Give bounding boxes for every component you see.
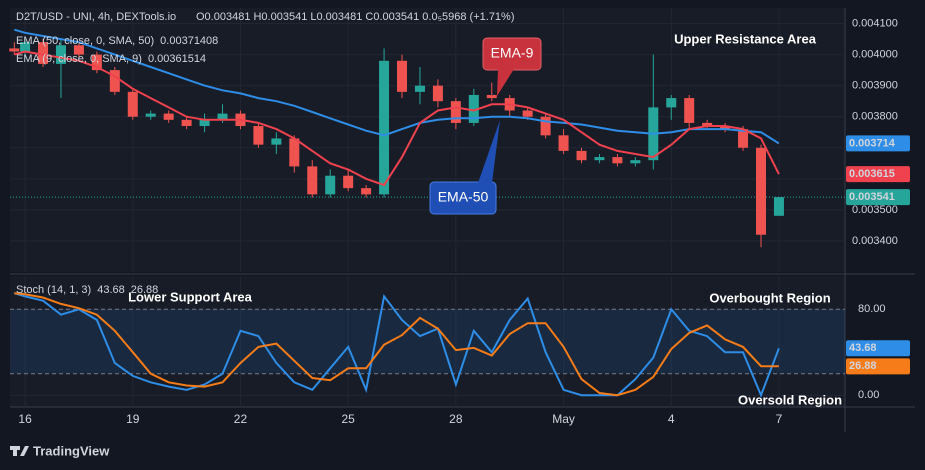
x-tick-label: 22 [234,412,248,426]
candle-body [702,122,713,127]
y-tick-label: 0.003500 [852,204,898,216]
price-label-box [846,358,910,375]
candle-body [109,70,120,92]
y-tick-label: 80.00 [858,303,886,315]
annotation: Lower Support Area [128,289,253,304]
candle-body [468,94,479,123]
price-label: 0.003541 [849,191,895,203]
candle-body [630,160,641,164]
price-label-box [846,166,910,183]
candle-body [127,91,138,117]
y-tick-label: 0.003800 [852,111,898,123]
price-label-box [846,189,910,206]
price-label: 43.68 [849,342,877,354]
candle-body [361,188,372,195]
candle-body [181,119,192,127]
brand-logo [10,446,29,456]
annotation: Oversold Region [738,392,842,407]
candle-body [414,85,425,92]
candle-body [773,197,784,216]
candle-body [540,116,551,136]
level-band [10,309,845,374]
candle-body [73,45,84,55]
candle-body [576,150,587,161]
price-label-box [846,340,910,357]
series-line [14,28,780,145]
annotation: EMA-9 [491,45,534,61]
plot-layer: 16 19 22 25 28 May 4 7 0.004100 0.004000 0.003900 0… [9,8,910,426]
candle-body [450,101,461,123]
x-tick-label: May [552,412,575,426]
callout-pointer [478,120,500,183]
ohlc-readout: O0.003481 H0.003541 L0.003481 C0.003541 … [196,11,515,23]
candle-body [38,42,49,64]
candle-body [307,166,318,195]
price-label: 26.88 [849,360,877,372]
candle-body [379,60,390,195]
x-tick-label: 7 [776,412,783,426]
candle-body [145,113,156,117]
candle-body [755,147,766,235]
y-tick-label: 0.004100 [852,17,898,29]
annotation: EMA-50 [438,189,489,205]
candle-body [217,113,228,120]
candle-body [522,110,533,117]
candle-body [343,175,354,189]
candle-body [271,138,282,145]
stoch-pane [10,276,845,407]
candle-body [325,175,336,195]
y-tick-label: 0.003900 [852,80,898,92]
legend-value: 0.00371408 [160,35,218,47]
price-label-box [846,135,910,152]
callout-box [429,181,497,215]
candle-body [432,85,443,102]
x-tick-label: 16 [18,412,32,426]
legend-label: EMA (50, close, 0, SMA, 50) [16,35,154,47]
candle-body [91,54,102,71]
candle-body [199,119,210,127]
x-tick-label: 25 [341,412,355,426]
x-tick-label: 28 [449,412,463,426]
candle-body [666,98,677,108]
legend-value: 0.00361514 [148,53,206,65]
candle-body [289,138,300,167]
y-tick-label: 0.003400 [852,235,898,247]
candle-body [612,157,623,164]
series-line [14,292,779,397]
candle-body [9,48,20,52]
price-pane [10,8,845,272]
legend-value: 43.68 [97,284,125,296]
candle-body [253,126,264,145]
candle-body [397,60,408,92]
brand: TradingView [33,443,110,458]
x-tick-label: 4 [668,412,675,426]
candle-body [55,45,66,64]
chart-title: D2T/USD - UNI, 4h, DEXTools.io [16,11,176,23]
candle-body [558,135,569,151]
legend-value: 26.88 [131,284,159,296]
price-label: 0.003714 [849,137,896,149]
callout-pointer [497,69,514,96]
series-line [14,50,780,187]
candle-body [738,129,749,148]
candle-body [720,126,731,130]
price-label: 0.003615 [849,168,895,180]
series-line [14,292,780,398]
chart-title: Stoch (14, 1, 3) [16,284,91,296]
annotation: Upper Resistance Area [674,31,817,46]
candle-body [684,98,695,123]
candle-body [20,42,31,52]
candle-body [594,157,605,161]
annotation: Overbought Region [709,290,830,305]
y-tick-label: 0.00 [858,389,879,401]
candle-body [163,113,174,120]
candle-body [486,94,497,99]
x-tick-label: 19 [126,412,140,426]
legend-label: EMA (9, close, 0, SMA, 9) [16,53,142,65]
y-tick-label: 0.004000 [852,48,898,60]
